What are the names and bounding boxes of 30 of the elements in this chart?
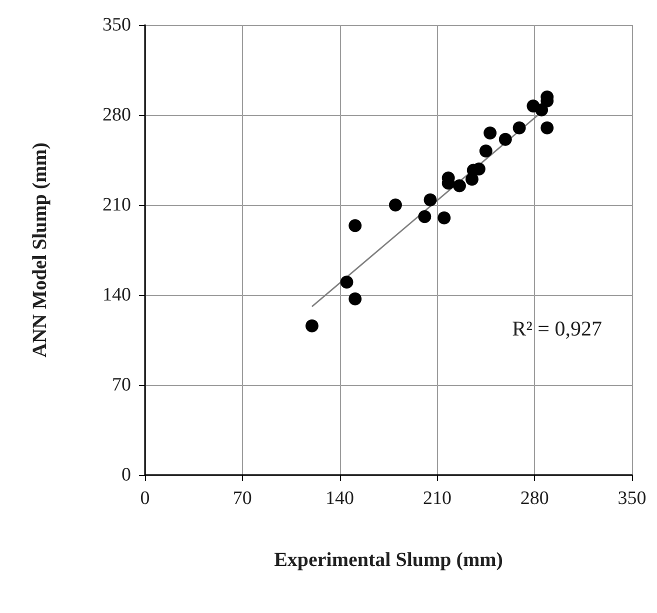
point xyxy=(540,121,554,134)
point xyxy=(479,144,492,158)
x-axis-title: Experimental Slump (mm) xyxy=(274,549,503,571)
point xyxy=(498,132,512,146)
x-tick-label: 350 xyxy=(618,488,646,509)
point xyxy=(484,126,497,140)
point xyxy=(452,179,466,192)
point xyxy=(438,211,451,224)
point xyxy=(418,210,432,224)
x-tick-label: 70 xyxy=(232,488,252,509)
point xyxy=(348,219,362,232)
point xyxy=(348,292,362,306)
y-tick-label: 140 xyxy=(102,284,131,306)
point xyxy=(388,198,402,212)
point xyxy=(305,319,318,332)
point xyxy=(340,276,354,289)
y-tick-label: 350 xyxy=(102,14,131,36)
y-tick-label: 210 xyxy=(102,194,131,216)
x-tick-label: 210 xyxy=(422,488,452,509)
y-tick-label: 280 xyxy=(102,104,131,126)
point xyxy=(424,193,437,206)
x-tick-label: 140 xyxy=(326,488,354,509)
y-axis-title: ANN Model Slump (mm) xyxy=(29,142,51,358)
annotation: R² = 0,927 xyxy=(512,316,602,340)
x-tick-label: 0 xyxy=(140,488,150,509)
point xyxy=(512,121,526,134)
point xyxy=(535,103,548,116)
y-tick-label: 0 xyxy=(122,464,131,486)
x-tick-label: 280 xyxy=(520,488,549,509)
y-tick-label: 70 xyxy=(112,374,131,396)
